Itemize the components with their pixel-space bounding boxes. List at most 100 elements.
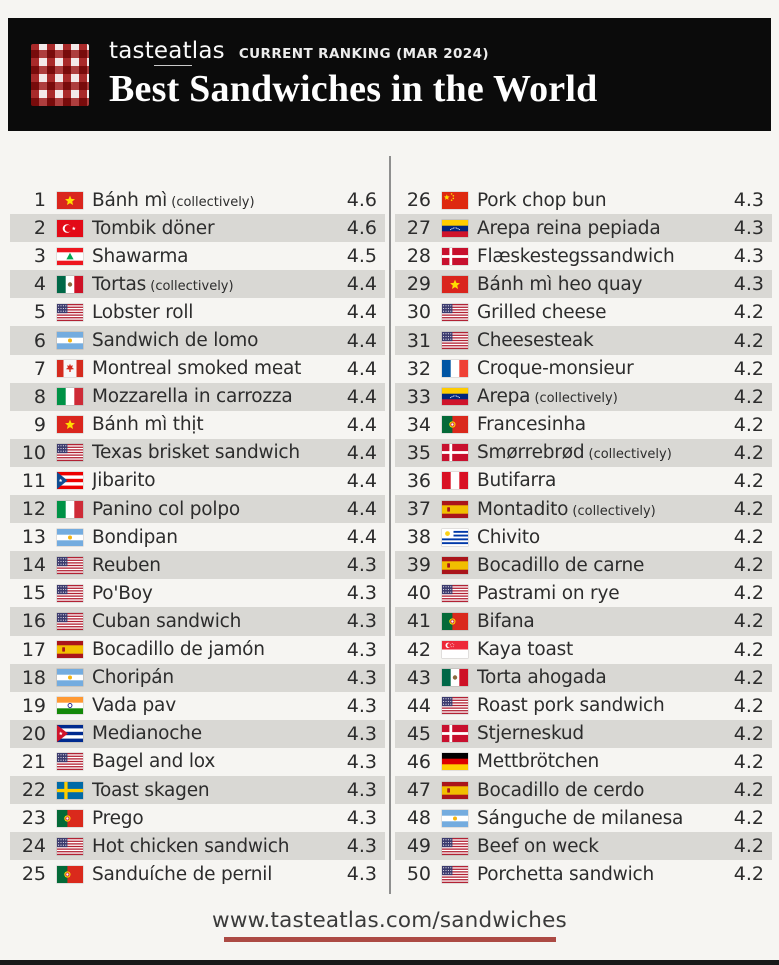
rank-number: 29 [406,273,431,296]
list-item: 24 Hot chicken sandwich 4.3 [10,832,385,861]
list-item: 43 Torta ahogada 4.2 [395,663,772,692]
flag-icon-denmark [442,247,468,265]
sandwich-name: Po'Boy [92,582,153,604]
flag-icon-usa [442,303,468,321]
list-item: 34 Francesinha 4.2 [395,411,772,439]
rating-value: 4.3 [346,554,377,577]
sandwich-name: Beef on weck [477,835,599,857]
rank-number: 27 [406,217,431,240]
list-item: 9 Bánh mì thịt 4.4 [10,411,385,439]
list-item: 2 Tombik döner 4.6 [10,214,385,243]
flag-icon-india [57,697,83,715]
header: tasteatlas CURRENT RANKING (MAR 2024) Be… [8,18,771,131]
rating-value: 4.3 [346,638,377,661]
list-item: 35 Smørrebrød (collectively) 4.2 [395,438,772,467]
rank-number: 28 [406,245,431,268]
rating-value: 4.2 [733,722,764,745]
rating-value: 4.2 [733,498,764,521]
sandwich-name: Bánh mì thịt [92,414,204,436]
rating-value: 4.6 [346,217,377,240]
flag-icon-italy [57,388,83,406]
list-item: 4 Tortas (collectively) 4.4 [10,270,385,299]
flag-icon-venezuela [442,388,468,406]
collectively-note: (collectively) [530,391,618,407]
list-item: 6 Sandwich de lomo 4.4 [10,326,385,355]
rating-value: 4.3 [346,582,377,605]
sandwich-name: Cuban sandwich [92,610,242,632]
rating-value: 4.3 [733,273,764,296]
sandwich-name: Bagel and lox [92,751,216,773]
flag-icon-mexico [57,275,83,293]
rating-value: 4.3 [733,189,764,212]
page-title: Best Sandwiches in the World [109,68,598,111]
flag-icon-usa [442,697,468,715]
sandwich-name: Grilled cheese [477,301,607,323]
rating-value: 4.2 [733,441,764,464]
flag-icon-spain [57,641,83,659]
rating-value: 4.2 [733,357,764,380]
list-item: 29 Bánh mì heo quay 4.3 [395,270,772,299]
sandwich-name: Butifarra [477,470,557,492]
rank-number: 37 [406,498,431,521]
flag-icon-usa [442,865,468,883]
rank-number: 1 [33,189,46,212]
rating-value: 4.4 [346,357,377,380]
rating-value: 4.4 [346,498,377,521]
footer: www.tasteatlas.com/sandwiches [0,908,779,942]
sandwich-name: Bánh mì heo quay [477,273,643,295]
list-item: 36 Butifarra 4.2 [395,467,772,495]
rating-value: 4.3 [346,666,377,689]
rank-number: 42 [406,638,431,661]
list-item: 13 Bondipan 4.4 [10,523,385,551]
flag-icon-usa [57,837,83,855]
list-item: 11 Jibarito 4.4 [10,467,385,495]
rank-number: 15 [21,582,46,605]
rank-number: 43 [406,666,431,689]
sandwich-name: Mozzarella in carrozza [92,386,293,408]
flag-icon-peru [442,472,468,490]
list-item: 45 Stjerneskud 4.2 [395,719,772,748]
flag-icon-spain [442,500,468,518]
rating-value: 4.3 [346,835,377,858]
sandwich-name: Toast skagen [92,779,210,801]
flag-icon-singapore [442,641,468,659]
sandwich-name: Shawarma [92,245,189,267]
rank-number: 49 [406,835,431,858]
list-item: 15 Po'Boy 4.3 [10,579,385,607]
list-item: 12 Panino col polpo 4.4 [10,495,385,524]
sandwich-name: Torta ahogada [477,667,607,689]
website-link[interactable]: www.tasteatlas.com/sandwiches [212,908,567,933]
flag-icon-argentina [57,669,83,687]
flag-icon-usa [442,332,468,350]
sandwich-name: Stjerneskud [477,723,584,745]
rank-number: 3 [33,245,46,268]
rank-number: 16 [21,610,46,633]
list-item: 8 Mozzarella in carrozza 4.4 [10,382,385,411]
flag-icon-spain [442,556,468,574]
list-item: 25 Sanduíche de pernil 4.3 [10,860,385,888]
flag-icon-denmark [442,725,468,743]
flag-icon-portugal [57,865,83,883]
list-item: 49 Beef on weck 4.2 [395,832,772,861]
rank-number: 14 [21,554,46,577]
rating-value: 4.4 [346,385,377,408]
rating-value: 4.4 [346,469,377,492]
rank-number: 34 [406,413,431,436]
list-item: 22 Toast skagen 4.3 [10,775,385,805]
rating-value: 4.2 [733,413,764,436]
bottom-edge [0,960,779,965]
flag-icon-mexico [442,669,468,687]
rating-value: 4.2 [733,329,764,352]
sandwich-name: Sandwich de lomo [92,330,259,352]
collectively-note: (collectively) [568,503,656,519]
footer-underline [223,937,556,942]
rank-number: 23 [21,807,46,830]
sandwich-name: Francesinha [477,414,586,436]
sandwich-name: Bondipan [92,526,178,548]
list-item: 30 Grilled cheese 4.2 [395,298,772,326]
list-item: 27 Arepa reina pepiada 4.3 [395,214,772,243]
rank-number: 38 [406,526,431,549]
sandwich-name: Medianoche [92,723,202,745]
list-item: 26 Pork chop bun 4.3 [395,186,772,214]
rating-value: 4.2 [733,582,764,605]
